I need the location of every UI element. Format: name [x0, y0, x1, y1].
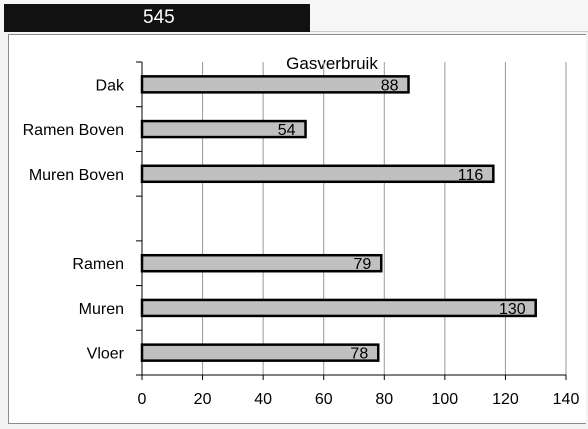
- data-label: 78: [350, 346, 368, 363]
- bar-chart: Gasverbruik 0 20 40 60 80 100 120 140 Dak 88 Ramen…: [23, 54, 580, 408]
- x-tick-label: 80: [375, 391, 393, 408]
- x-tick-label: 60: [315, 391, 333, 408]
- category-label: Muren Boven: [29, 167, 124, 184]
- category-label: Muren: [79, 301, 124, 318]
- data-label: 88: [381, 77, 399, 94]
- data-label: 130: [499, 301, 526, 318]
- bar: [140, 119, 307, 139]
- x-tick-label: 120: [492, 391, 519, 408]
- category-label: Ramen: [72, 256, 124, 273]
- spreadsheet-top-row: 545: [0, 0, 588, 32]
- bar: [140, 164, 495, 184]
- x-tick-label: 100: [432, 391, 459, 408]
- chart-area[interactable]: Gasverbruik 0 20 40 60 80 100 120 140 Dak 88 Ramen…: [8, 34, 586, 424]
- x-tick-label: 20: [194, 391, 212, 408]
- category-label: Ramen Boven: [23, 122, 124, 139]
- bar: [140, 343, 380, 362]
- category-label: Vloer: [87, 346, 125, 363]
- data-label: 116: [458, 167, 484, 184]
- category-label: Dak: [96, 77, 125, 94]
- x-tick-label: 40: [254, 391, 272, 408]
- total-cell[interactable]: 545: [4, 4, 310, 32]
- total-value: 545: [143, 7, 175, 28]
- bar: [140, 75, 410, 94]
- x-tick-label: 140: [553, 391, 580, 408]
- bar: [140, 298, 537, 318]
- data-label: 54: [278, 122, 296, 139]
- bar: [140, 253, 383, 273]
- chart-title: Gasverbruik: [286, 54, 378, 73]
- x-tick-label: 0: [138, 391, 147, 408]
- cell-border: [310, 31, 588, 32]
- data-label: 79: [353, 256, 371, 273]
